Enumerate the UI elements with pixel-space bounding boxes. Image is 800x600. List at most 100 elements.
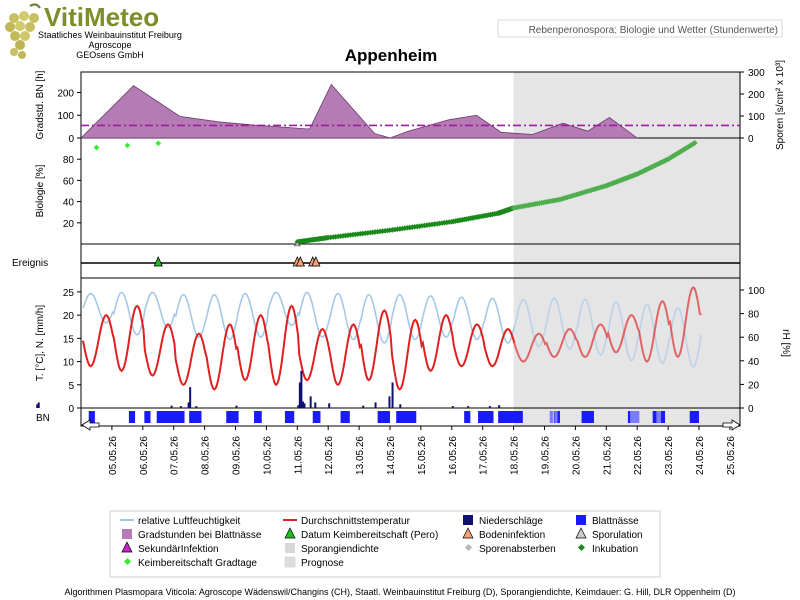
temperature-line (82, 304, 516, 391)
legend-marker (285, 543, 295, 553)
humidity-tick-label: 60 (748, 333, 760, 344)
legend-label: Prognose (301, 558, 344, 569)
x-tick-label: 14.05.26 (386, 436, 397, 475)
precipitation-bar (328, 403, 331, 408)
precipitation-bar (467, 406, 470, 408)
legend-label: Blattnässe (592, 516, 639, 527)
legend-marker (284, 527, 296, 539)
x-tick-label: 17.05.26 (479, 436, 490, 475)
weather-tick-label: 25 (63, 288, 75, 299)
leaf-wetness-bar (312, 411, 321, 423)
leaf-wetness-bar (128, 411, 136, 423)
weather-ylabel: T. [°C], N. [mm/h] (35, 305, 46, 381)
leaf-wetness-bar (581, 411, 594, 423)
precipitation-bar (300, 370, 303, 408)
logo: VitiMeteo Staatliches Weinbauinstitut Fr… (5, 2, 182, 60)
subtitle: Rebenperonospora: Biologie und Wetter (S… (529, 25, 778, 36)
leaf-wetness-forecast-bar (549, 411, 553, 423)
leaf-wetness-bar (498, 411, 523, 423)
precipitation-bar (391, 382, 394, 408)
precipitation-bar (195, 406, 198, 408)
spores-ylabel: Sporen [s/cm² x 10³] (775, 60, 786, 150)
biology-tick-label: 20 (63, 219, 75, 230)
org-line-3: GEOsens GmbH (76, 50, 144, 60)
legend-marker (575, 527, 587, 539)
legend-label: SekundärInfektion (138, 544, 219, 555)
precipitation-bar (314, 402, 317, 408)
footer-text: Algorithmen Plasmopara Viticola: Agrosco… (65, 587, 736, 597)
temperature-line-forecast (513, 285, 702, 363)
biology-ylabel: Biologie [%] (35, 164, 46, 217)
precipitation-bar (235, 405, 238, 408)
x-tick-label: 13.05.26 (355, 436, 366, 475)
scroll-right-arrow-icon[interactable] (722, 419, 741, 431)
degree-tick-label: 0 (68, 134, 74, 145)
weather-layer (36, 285, 702, 408)
leaf-wetness-bar (88, 411, 95, 423)
legend-marker (122, 529, 132, 539)
precipitation-bar (309, 396, 312, 408)
logo-text: VitiMeteo (44, 2, 159, 32)
leaf-wetness-forecast-bar (656, 411, 662, 423)
x-tick-label: 20.05.26 (571, 436, 582, 475)
degree-hours-layer (80, 83, 740, 139)
humidity-ylabel: rH [%] (780, 329, 791, 357)
legend-marker (576, 515, 586, 525)
x-tick-label: 18.05.26 (510, 436, 521, 475)
incubation-point (691, 140, 698, 146)
soil-infection-marker (311, 256, 321, 267)
leaf-wetness-bar (396, 411, 417, 423)
grape-icon (5, 3, 41, 59)
legend-marker (121, 541, 133, 553)
precipitation-bar (498, 405, 501, 408)
spores-tick-label: 200 (748, 90, 765, 101)
legend-label: Gradstunden bei Blattnässe (138, 530, 262, 541)
germination-date-marker (153, 256, 163, 267)
biology-tick-label: 80 (63, 155, 75, 166)
legend-label: Sporulation (592, 530, 643, 541)
humidity-tick-label: 80 (748, 310, 760, 321)
precipitation-bar (189, 387, 192, 408)
x-tick-label: 15.05.26 (417, 436, 428, 475)
precipitation-bar (399, 404, 402, 408)
scroll-left-arrow-icon[interactable] (81, 419, 100, 431)
precipitation-bar (298, 382, 301, 408)
legend-label: relative Luftfeuchtigkeit (138, 516, 241, 527)
legend-marker (284, 556, 296, 568)
degree-hours-area (80, 83, 639, 139)
legend-label: Niederschläge (479, 516, 543, 527)
humidity-tick-label: 0 (748, 404, 754, 415)
events-label: Ereignis (12, 258, 48, 269)
leaf-wetness-bar (254, 411, 262, 423)
precipitation-bar (170, 405, 173, 408)
x-tick-label: 05.05.26 (108, 436, 119, 475)
legend-label: Sporenabsterben (479, 544, 556, 555)
leaf-wetness-panel (80, 407, 741, 427)
precipitation-bar (451, 406, 454, 408)
biology-tick-label: 60 (63, 176, 75, 187)
precipitation-bar (362, 405, 365, 408)
leaf-wetness-bar (226, 411, 239, 423)
soil-infection-marker (295, 256, 306, 267)
chart-title: Appenheim (345, 46, 438, 65)
sporulation-marker (293, 241, 301, 247)
leaf-wetness-bar (156, 411, 185, 423)
humidity-tick-label: 100 (748, 286, 765, 297)
legend-label: Sporangiendichte (301, 544, 379, 555)
weather-tick-label: 15 (63, 334, 75, 345)
org-line-1: Staatliches Weinbauinstitut Freiburg (38, 30, 182, 40)
precipitation-bar (37, 402, 40, 408)
precipitation-bar (303, 403, 306, 408)
leaf-wetness-bar (144, 411, 151, 423)
weather-tick-label: 20 (63, 311, 75, 322)
legend-label: Bodeninfektion (479, 530, 545, 541)
germination-point (155, 140, 162, 147)
legend-marker (123, 557, 132, 566)
leaf-wetness-bar (377, 411, 390, 423)
weather-tick-label: 10 (63, 358, 75, 369)
legend-label: Inkubation (592, 544, 638, 555)
leaf-wetness-bar (464, 411, 471, 423)
legend-marker (577, 543, 586, 552)
x-tick-label: 10.05.26 (262, 436, 273, 475)
